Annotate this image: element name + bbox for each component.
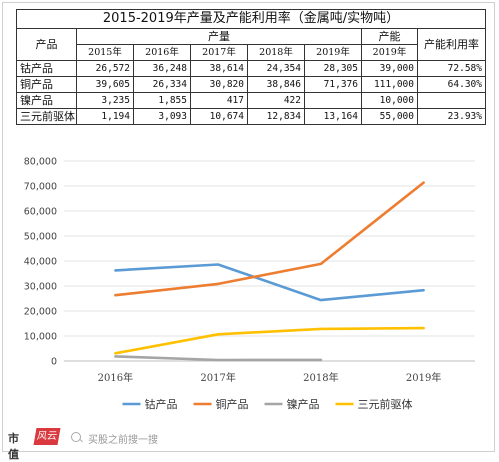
year-header: 2015年 bbox=[76, 44, 134, 61]
search-icon bbox=[71, 432, 81, 442]
capacity-cell: 10,000 bbox=[361, 92, 418, 109]
output-cell: 13,164 bbox=[304, 108, 362, 125]
year-header: 2016年 bbox=[133, 44, 191, 61]
output-cell: 26,572 bbox=[76, 60, 134, 77]
output-cell: 28,305 bbox=[304, 60, 362, 77]
capacity-cell: 55,000 bbox=[361, 108, 418, 125]
capacity-cell: 39,000 bbox=[361, 60, 418, 77]
table-header-row: 产品 产量 产能 产能利用率 bbox=[16, 28, 486, 61]
legend-label: 铜产品 bbox=[216, 397, 249, 411]
output-cell: 12,834 bbox=[247, 108, 305, 125]
product-name: 三元前驱体 bbox=[16, 108, 77, 125]
year-header: 2017年 bbox=[190, 44, 248, 61]
y-tick-label: 60,000 bbox=[24, 207, 57, 218]
year-header: 2019年 bbox=[304, 44, 362, 61]
y-tick-label: 50,000 bbox=[24, 232, 57, 243]
table-title-row: 2015-2019年产量及产能利用率（金属吨/实物吨） bbox=[16, 9, 486, 29]
brand-logo-text: 市值 bbox=[8, 432, 19, 461]
header-output: 产量 bbox=[76, 28, 362, 45]
header-capacity: 产能 bbox=[361, 28, 418, 45]
table-row: 三元前驱体 1,194 3,093 10,674 12,834 13,164 5… bbox=[16, 108, 486, 125]
output-cell: 30,820 bbox=[190, 76, 248, 93]
x-tick-label: 2018年 bbox=[303, 371, 338, 384]
x-tick-label: 2019年 bbox=[406, 371, 441, 384]
utilization-cell: 72.58% bbox=[417, 60, 486, 77]
x-tick-label: 2016年 bbox=[98, 371, 133, 384]
legend-label: 钴产品 bbox=[145, 397, 178, 411]
y-tick-label: 40,000 bbox=[24, 257, 57, 268]
series-line bbox=[114, 181, 425, 297]
header-utilization: 产能利用率 bbox=[417, 28, 486, 61]
series-line bbox=[114, 326, 425, 355]
year-header: 2018年 bbox=[247, 44, 305, 61]
y-tick-label: 80,000 bbox=[24, 157, 57, 168]
output-cell: 39,605 bbox=[76, 76, 134, 93]
utilization-cell: 64.30% bbox=[417, 76, 486, 93]
output-cell: 1,194 bbox=[76, 108, 134, 125]
y-tick-label: 10,000 bbox=[24, 332, 57, 343]
utilization-cell bbox=[417, 92, 486, 109]
legend-label: 三元前驱体 bbox=[358, 397, 413, 411]
product-name: 钴产品 bbox=[16, 60, 77, 77]
y-tick-label: 70,000 bbox=[24, 182, 57, 193]
output-cell bbox=[304, 92, 362, 109]
product-name: 铜产品 bbox=[16, 76, 77, 93]
output-cell: 38,614 bbox=[190, 60, 248, 77]
table-row: 镍产品 3,235 1,855 417 422 10,000 bbox=[16, 92, 486, 109]
header-product: 产品 bbox=[16, 28, 77, 61]
output-cell: 3,093 bbox=[133, 108, 191, 125]
capacity-year-header: 2019年 bbox=[361, 44, 418, 61]
output-cell: 71,376 bbox=[304, 76, 362, 93]
capacity-cell: 111,000 bbox=[361, 76, 418, 93]
output-cell: 26,334 bbox=[133, 76, 191, 93]
figure-frame bbox=[2, 2, 495, 452]
output-cell: 3,235 bbox=[76, 92, 134, 109]
brand-logo-mark: 风云 bbox=[33, 428, 61, 445]
output-cell: 38,846 bbox=[247, 76, 305, 93]
output-cell: 24,354 bbox=[247, 60, 305, 77]
output-cell: 10,674 bbox=[190, 108, 248, 125]
series-line bbox=[114, 355, 323, 362]
production-table: 2015-2019年产量及产能利用率（金属吨/实物吨） 产品 产量 产能 产能利… bbox=[16, 9, 486, 125]
line-chart: 0 10,000 20,000 30,000 40,000 50,000 60,000 70,… bbox=[24, 157, 475, 411]
y-tick-label: 0 bbox=[51, 357, 57, 368]
table-row: 钴产品 26,572 36,248 38,614 24,354 28,305 3… bbox=[16, 60, 486, 77]
utilization-cell: 23.93% bbox=[417, 108, 486, 125]
table-row: 铜产品 39,605 26,334 30,820 38,846 71,376 1… bbox=[16, 76, 486, 93]
y-tick-label: 20,000 bbox=[24, 307, 57, 318]
output-cell: 36,248 bbox=[133, 60, 191, 77]
legend-label: 镍产品 bbox=[287, 397, 320, 411]
output-cell: 417 bbox=[190, 92, 248, 109]
search-hint: 买股之前搜一搜 bbox=[88, 435, 158, 446]
product-name: 镍产品 bbox=[16, 92, 77, 109]
table-title: 2015-2019年产量及产能利用率（金属吨/实物吨） bbox=[16, 9, 486, 29]
output-cell: 422 bbox=[247, 92, 305, 109]
output-cell: 1,855 bbox=[133, 92, 191, 109]
table-year-row: 2015年 2016年 2017年 2018年 2019年 2019年 bbox=[17, 44, 486, 61]
series-line bbox=[114, 263, 425, 302]
x-tick-label: 2017年 bbox=[200, 371, 235, 384]
y-tick-label: 30,000 bbox=[24, 282, 57, 293]
